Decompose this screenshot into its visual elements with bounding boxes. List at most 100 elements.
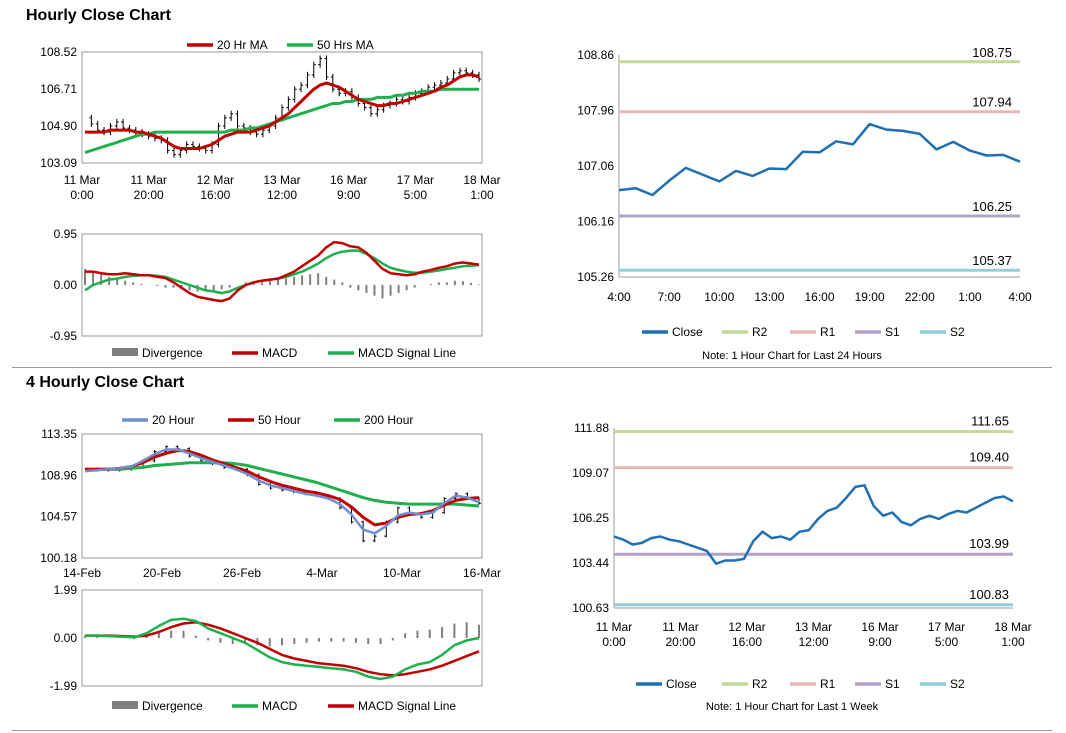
four-hourly-price-ma200 <box>85 461 480 508</box>
hourly-price-legend-label: 20 Hr MA <box>217 38 268 52</box>
hourly-macd-y-tick: 0.00 <box>54 278 78 292</box>
four-hourly-close-x-tick: 11 Mar <box>662 620 698 634</box>
hourly-close-legend-label: S2 <box>950 325 965 339</box>
four-hourly-price-x-tick: 4-Mar <box>306 566 337 580</box>
hourly-macd-legend-label: MACD Signal Line <box>358 346 456 360</box>
four-hourly-close-y-tick: 100.63 <box>572 601 609 615</box>
four-hourly-close-x-tick: 9:00 <box>868 635 892 649</box>
hourly-price-x-tick: 20:00 <box>134 188 164 202</box>
hourly-price-x-tick: 0:00 <box>70 188 94 202</box>
four-hourly-close-level-label: 109.40 <box>969 450 1009 465</box>
hourly-price-y-tick: 106.71 <box>40 82 77 96</box>
hourly-price-y-tick: 108.52 <box>40 45 77 59</box>
hourly-close-x-tick: 19:00 <box>855 290 885 304</box>
four-hourly-close-x-tick: 17 Mar <box>928 620 965 634</box>
hourly-close-legend-label: R1 <box>820 325 836 339</box>
four-hourly-close-legend-label: Close <box>666 677 697 691</box>
hourly-macd-line <box>85 240 480 303</box>
hourly-close-level-label: 106.25 <box>972 199 1012 214</box>
four-hourly-close-y-tick: 103.44 <box>572 556 609 570</box>
four-hourly-price-y-tick: 108.96 <box>40 468 77 482</box>
hourly-macd-frame <box>81 233 483 337</box>
hourly-price-ma20 <box>85 73 480 150</box>
four-hourly-macd-y-tick: 1.99 <box>54 583 78 597</box>
four-hourly-macd-legend-label: MACD <box>262 699 298 713</box>
hourly-price-x-tick: 1:00 <box>470 188 494 202</box>
four-hourly-price-x-tick: 16-Mar <box>463 566 501 580</box>
four-hourly-close-legend-label: S1 <box>885 677 900 691</box>
hourly-close-x-tick: 10:00 <box>704 290 734 304</box>
hourly-close-legend-label: S1 <box>885 325 900 339</box>
four-hourly-price-legend-label: 200 Hour <box>364 413 413 427</box>
hourly-close-x-tick: 13:00 <box>754 290 784 304</box>
hourly-price-x-tick: 11 Mar <box>130 173 166 187</box>
four-hourly-macd-legend-swatch <box>112 701 138 709</box>
four-hourly-macd-y-tick: -1.99 <box>50 679 78 693</box>
hourly-price-x-tick: 12:00 <box>267 188 297 202</box>
hourly-macd-legend-label: Divergence <box>142 346 203 360</box>
hourly-close-y-tick: 105.26 <box>577 270 614 284</box>
four-hourly-macd-legend-label: Divergence <box>142 699 203 713</box>
four-hourly-close-x-tick: 12 Mar <box>728 620 765 634</box>
hourly-price-y-tick: 103.09 <box>40 156 77 170</box>
hourly-section-title: Hourly Close Chart <box>26 7 171 24</box>
hourly-close-level-label: 105.37 <box>972 253 1012 268</box>
four-hourly-close-y-tick: 106.25 <box>572 511 609 525</box>
hourly-macd-y-tick: 0.95 <box>54 227 78 241</box>
hourly-price-x-tick: 5:00 <box>404 188 428 202</box>
hourly-price-legend-label: 50 Hrs MA <box>317 38 374 52</box>
hourly-close-x-tick: 4:00 <box>1008 290 1032 304</box>
four-hourly-price-x-tick: 10-Mar <box>383 566 421 580</box>
four-hourly-close-level-label: 100.83 <box>969 587 1009 602</box>
hourly-close-legend-label: R2 <box>752 325 768 339</box>
four-hourly-macd-legend-label: MACD Signal Line <box>358 699 456 713</box>
four-hourly-close-legend-label: S2 <box>950 677 965 691</box>
hourly-price-x-tick: 17 Mar <box>397 173 434 187</box>
hourly-macd-y-tick: -0.95 <box>50 329 78 343</box>
hourly-macd-legend-swatch <box>112 348 138 356</box>
bottom-divider <box>12 730 1052 731</box>
hourly-price-x-tick: 9:00 <box>337 188 361 202</box>
hourly-close-x-tick: 7:00 <box>657 290 681 304</box>
four-hourly-price-legend-label: 20 Hour <box>152 413 195 427</box>
hourly-close-y-tick: 106.16 <box>577 215 614 229</box>
hourly-close-legend-label: Close <box>672 325 703 339</box>
hourly-close-x-tick: 1:00 <box>958 290 982 304</box>
hourly-close-x-tick: 22:00 <box>905 290 935 304</box>
four-hourly-macd-y-tick: 0.00 <box>54 631 78 645</box>
four-hourly-price-y-tick: 100.18 <box>40 551 77 565</box>
hourly-price-x-tick: 13 Mar <box>263 173 300 187</box>
four-hourly-close-line <box>613 484 1014 565</box>
four-hourly-macd-frame <box>81 589 483 687</box>
hourly-close-y-tick: 108.86 <box>577 48 614 62</box>
four-hourly-close-legend-label: R1 <box>820 677 836 691</box>
four-hourly-price-x-tick: 20-Feb <box>143 566 181 580</box>
hourly-close-note: Note: 1 Hour Chart for Last 24 Hours <box>702 350 882 362</box>
four-hourly-close-y-tick: 111.88 <box>574 421 609 435</box>
hourly-close-x-tick: 4:00 <box>607 290 631 304</box>
hourly-macd-legend-label: MACD <box>262 346 298 360</box>
four-hourly-close-x-tick: 1:00 <box>1001 635 1025 649</box>
four-hourly-section-title: 4 Hourly Close Chart <box>26 374 185 391</box>
four-hourly-close-x-tick: 16:00 <box>732 635 762 649</box>
four-hourly-price-y-tick: 113.35 <box>41 427 77 441</box>
hourly-price-x-tick: 12 Mar <box>197 173 234 187</box>
hourly-close-level-label: 107.94 <box>972 95 1012 110</box>
hourly-close-y-tick: 107.06 <box>577 159 614 173</box>
four-hourly-close-y-tick: 109.07 <box>572 466 609 480</box>
hourly-close-line <box>618 122 1021 197</box>
section-divider <box>12 367 1052 368</box>
four-hourly-price-y-tick: 104.57 <box>40 510 77 524</box>
four-hourly-close-level-label: 111.65 <box>971 414 1009 429</box>
hourly-price-frame <box>81 51 483 164</box>
four-hourly-price-frame <box>81 433 483 559</box>
four-hourly-price-x-tick: 14-Feb <box>63 566 101 580</box>
four-hourly-close-legend-label: R2 <box>752 677 768 691</box>
four-hourly-close-level-label: 103.99 <box>969 536 1009 551</box>
hourly-price-y-tick: 104.90 <box>40 119 77 133</box>
four-hourly-macd-signal <box>85 621 480 677</box>
four-hourly-macd-line <box>85 617 480 681</box>
four-hourly-close-x-tick: 5:00 <box>935 635 959 649</box>
hourly-price-x-tick: 11 Mar <box>64 173 100 187</box>
